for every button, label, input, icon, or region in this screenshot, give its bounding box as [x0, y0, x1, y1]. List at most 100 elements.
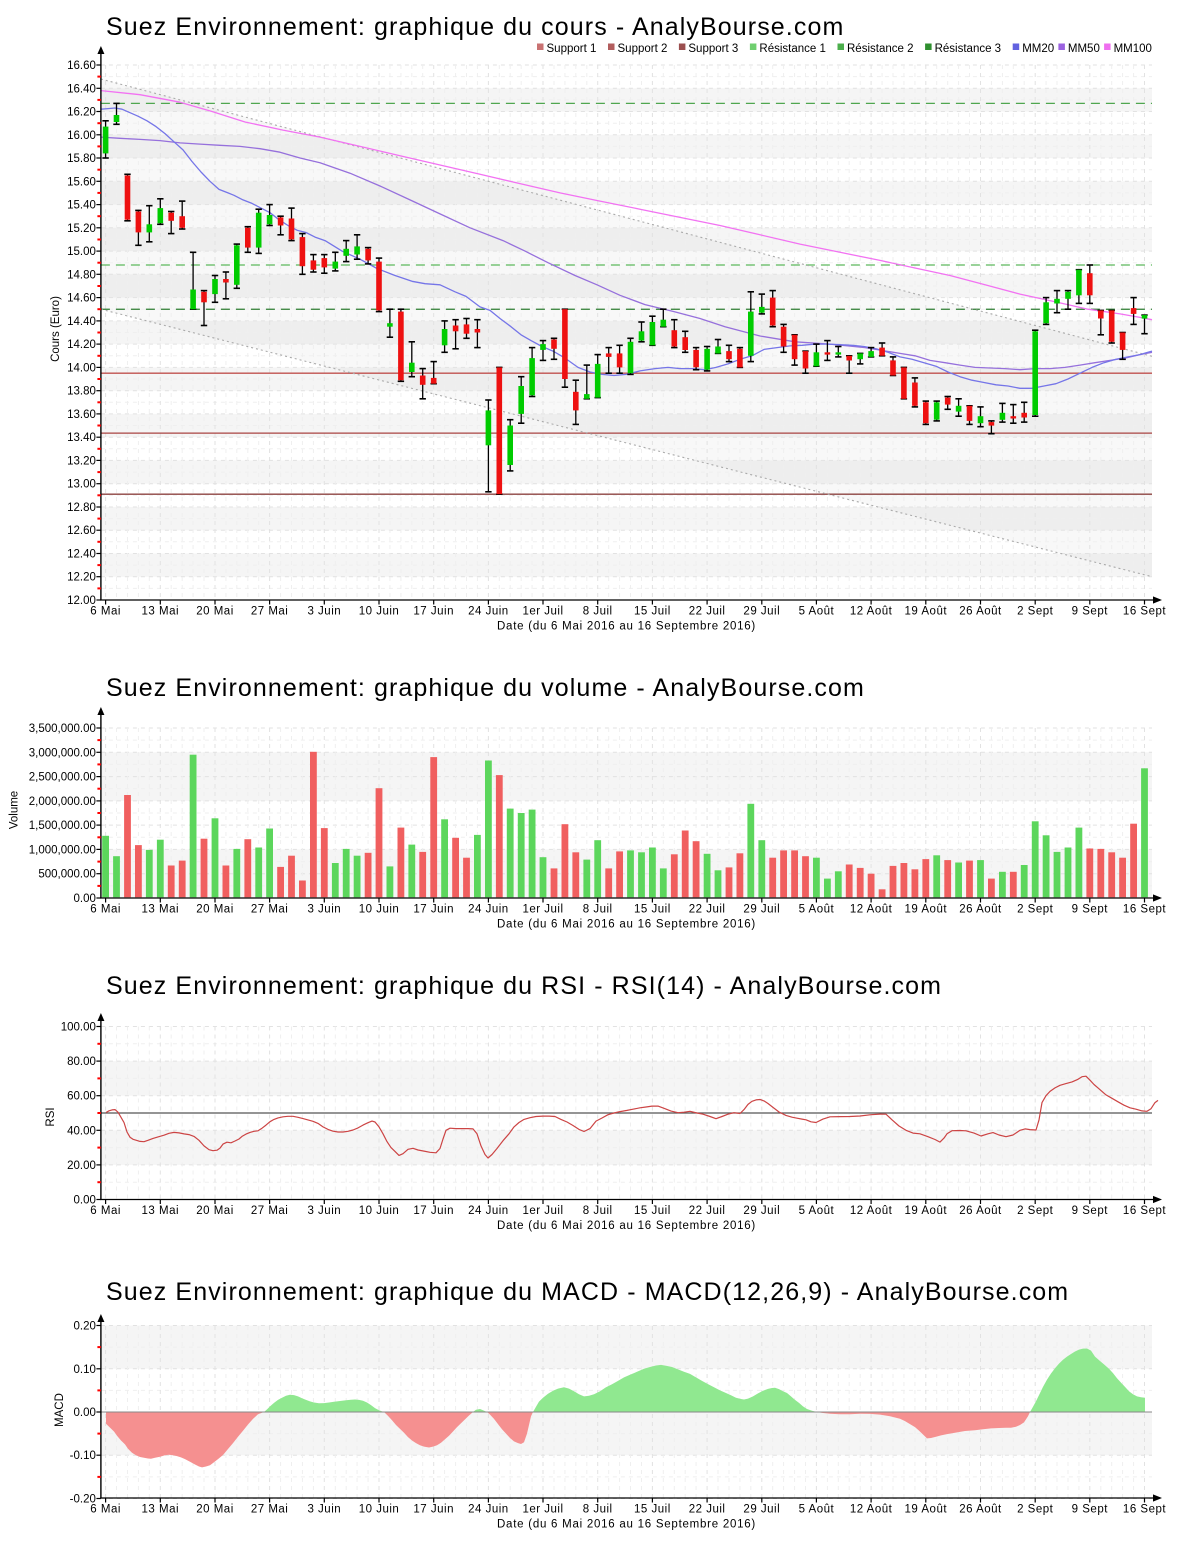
- svg-text:20 Mai: 20 Mai: [196, 904, 234, 916]
- svg-text:13.60: 13.60: [67, 409, 96, 421]
- svg-text:3 Juin: 3 Juin: [307, 1504, 341, 1516]
- svg-text:0.00: 0.00: [74, 893, 96, 905]
- svg-text:15.40: 15.40: [67, 200, 96, 212]
- svg-text:12 Août: 12 Août: [850, 606, 893, 618]
- svg-text:9 Sept: 9 Sept: [1072, 1205, 1109, 1217]
- svg-text:16 Sept: 16 Sept: [1123, 606, 1166, 618]
- svg-text:12.40: 12.40: [67, 549, 96, 561]
- svg-text:2,000,000.00: 2,000,000.00: [29, 796, 96, 808]
- svg-text:8 Juil: 8 Juil: [583, 1504, 613, 1516]
- svg-text:15.60: 15.60: [67, 176, 96, 188]
- svg-text:0.00: 0.00: [74, 1195, 96, 1207]
- svg-text:17 Juin: 17 Juin: [413, 1504, 454, 1516]
- svg-text:24 Juin: 24 Juin: [468, 606, 509, 618]
- svg-text:60.00: 60.00: [67, 1091, 96, 1103]
- svg-text:19 Août: 19 Août: [905, 606, 948, 618]
- svg-text:13 Mai: 13 Mai: [142, 1205, 180, 1217]
- svg-text:6 Mai: 6 Mai: [90, 1504, 121, 1516]
- svg-text:Support 1: Support 1: [547, 43, 597, 55]
- svg-text:9 Sept: 9 Sept: [1072, 904, 1109, 916]
- svg-text:2 Sept: 2 Sept: [1017, 606, 1054, 618]
- svg-text:1,500,000.00: 1,500,000.00: [29, 820, 96, 832]
- svg-text:17 Juin: 17 Juin: [413, 606, 454, 618]
- svg-text:1er Juil: 1er Juil: [522, 1205, 563, 1217]
- svg-text:80.00: 80.00: [67, 1056, 96, 1068]
- svg-text:3 Juin: 3 Juin: [307, 606, 341, 618]
- svg-text:13 Mai: 13 Mai: [142, 1504, 180, 1516]
- svg-text:3 Juin: 3 Juin: [307, 904, 341, 916]
- svg-text:15 Juil: 15 Juil: [634, 606, 671, 618]
- svg-text:27 Mai: 27 Mai: [251, 606, 289, 618]
- svg-text:26 Août: 26 Août: [959, 1205, 1002, 1217]
- svg-text:12 Août: 12 Août: [850, 1205, 893, 1217]
- svg-text:500,000.00: 500,000.00: [38, 869, 96, 881]
- svg-text:Date (du 6 Mai 2016 au 16 Sept: Date (du 6 Mai 2016 au 16 Septembre 2016…: [497, 919, 756, 931]
- svg-text:14.20: 14.20: [67, 339, 96, 351]
- svg-text:12 Août: 12 Août: [850, 904, 893, 916]
- svg-text:-0.10: -0.10: [70, 1450, 96, 1462]
- svg-text:20 Mai: 20 Mai: [196, 1205, 234, 1217]
- svg-text:20 Mai: 20 Mai: [196, 606, 234, 618]
- svg-text:8 Juil: 8 Juil: [583, 904, 613, 916]
- svg-text:3,500,000.00: 3,500,000.00: [29, 723, 96, 735]
- svg-text:22 Juil: 22 Juil: [689, 606, 726, 618]
- svg-text:6 Mai: 6 Mai: [90, 606, 121, 618]
- svg-text:26 Août: 26 Août: [959, 904, 1002, 916]
- svg-text:29 Juil: 29 Juil: [743, 606, 780, 618]
- svg-text:5 Août: 5 Août: [799, 1504, 835, 1516]
- svg-text:14.00: 14.00: [67, 362, 96, 374]
- svg-text:5 Août: 5 Août: [799, 904, 835, 916]
- svg-text:19 Août: 19 Août: [905, 1205, 948, 1217]
- svg-text:1er Juil: 1er Juil: [522, 904, 563, 916]
- svg-text:12.00: 12.00: [67, 595, 96, 607]
- svg-text:Cours (Euro): Cours (Euro): [50, 296, 62, 362]
- svg-text:Suez Environnement: graphique: Suez Environnement: graphique du MACD - …: [106, 1278, 1069, 1306]
- svg-text:12.60: 12.60: [67, 525, 96, 537]
- svg-text:13 Mai: 13 Mai: [142, 606, 180, 618]
- svg-text:MM50: MM50: [1068, 43, 1100, 55]
- svg-text:22 Juil: 22 Juil: [689, 1205, 726, 1217]
- svg-text:Support 2: Support 2: [618, 43, 668, 55]
- svg-text:Suez Environnement: graphique: Suez Environnement: graphique du cours -…: [106, 13, 844, 41]
- svg-text:26 Août: 26 Août: [959, 1504, 1002, 1516]
- svg-text:13.20: 13.20: [67, 455, 96, 467]
- svg-text:12.80: 12.80: [67, 502, 96, 514]
- svg-text:2 Sept: 2 Sept: [1017, 1205, 1054, 1217]
- svg-text:10 Juin: 10 Juin: [359, 1504, 400, 1516]
- svg-text:Volume: Volume: [9, 791, 21, 829]
- svg-text:10 Juin: 10 Juin: [359, 904, 400, 916]
- svg-text:20.00: 20.00: [67, 1160, 96, 1172]
- svg-text:27 Mai: 27 Mai: [251, 1504, 289, 1516]
- svg-text:10 Juin: 10 Juin: [359, 606, 400, 618]
- svg-text:16.40: 16.40: [67, 83, 96, 95]
- svg-text:14.80: 14.80: [67, 269, 96, 281]
- svg-text:Résistance 3: Résistance 3: [935, 43, 1001, 55]
- svg-text:15.00: 15.00: [67, 246, 96, 258]
- svg-text:24 Juin: 24 Juin: [468, 1205, 509, 1217]
- svg-text:13.80: 13.80: [67, 386, 96, 398]
- svg-text:Date (du 6 Mai 2016 au 16 Sept: Date (du 6 Mai 2016 au 16 Septembre 2016…: [497, 1220, 756, 1232]
- svg-text:24 Juin: 24 Juin: [468, 1504, 509, 1516]
- svg-text:8 Juil: 8 Juil: [583, 606, 613, 618]
- svg-text:Date (du 6 Mai 2016 au 16 Sept: Date (du 6 Mai 2016 au 16 Septembre 2016…: [497, 1519, 756, 1531]
- svg-text:Résistance 2: Résistance 2: [847, 43, 913, 55]
- svg-text:13.00: 13.00: [67, 479, 96, 491]
- svg-text:MACD: MACD: [54, 1393, 66, 1427]
- svg-text:6 Mai: 6 Mai: [90, 1205, 121, 1217]
- svg-text:22 Juil: 22 Juil: [689, 1504, 726, 1516]
- svg-text:15 Juil: 15 Juil: [634, 1504, 671, 1516]
- svg-text:15 Juil: 15 Juil: [634, 904, 671, 916]
- svg-text:100.00: 100.00: [61, 1022, 96, 1034]
- svg-text:14.40: 14.40: [67, 316, 96, 328]
- svg-text:MM100: MM100: [1114, 43, 1152, 55]
- svg-text:0.20: 0.20: [74, 1321, 96, 1333]
- svg-text:-0.20: -0.20: [70, 1494, 96, 1506]
- svg-text:15 Juil: 15 Juil: [634, 1205, 671, 1217]
- svg-text:Date (du 6 Mai 2016 au 16 Sept: Date (du 6 Mai 2016 au 16 Septembre 2016…: [497, 621, 756, 633]
- svg-text:Suez Environnement: graphique: Suez Environnement: graphique du RSI - R…: [106, 972, 942, 1000]
- svg-text:24 Juin: 24 Juin: [468, 904, 509, 916]
- svg-text:19 Août: 19 Août: [905, 1504, 948, 1516]
- svg-text:2 Sept: 2 Sept: [1017, 904, 1054, 916]
- svg-text:15.80: 15.80: [67, 153, 96, 165]
- svg-text:9 Sept: 9 Sept: [1072, 606, 1109, 618]
